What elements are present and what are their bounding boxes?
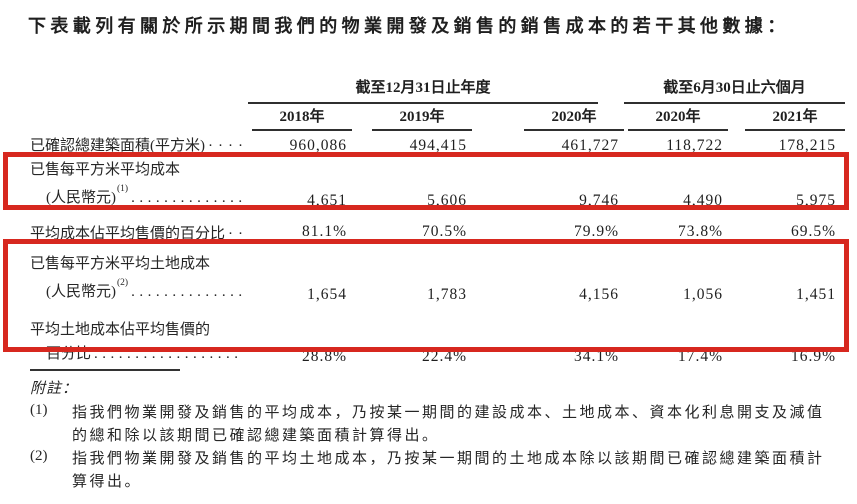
table-cell: 34.1% xyxy=(573,348,619,365)
column-group-annual: 截至12月31日止年度 xyxy=(248,76,598,104)
footnote-text-line: 的總和除以該期間已確認總建築面積計算得出。 xyxy=(72,428,440,444)
footnote-number: (2) xyxy=(30,448,48,464)
dot-leader: .............. xyxy=(131,190,247,206)
row-label-line1: 已售每平方米平均成本 xyxy=(30,162,181,178)
table-cell: 461,727 xyxy=(561,137,619,154)
table-cell: 1,056 xyxy=(683,286,723,303)
row-label-line2: (人民幣元) xyxy=(46,190,116,206)
table-cell: 70.5% xyxy=(421,223,467,240)
table-cell: 494,415 xyxy=(409,137,467,154)
table-cell: 9,746 xyxy=(579,192,619,209)
footnote-ref-2: (2) xyxy=(117,278,129,288)
table-cell: 22.4% xyxy=(421,348,467,365)
dot-leader: ···· xyxy=(208,138,248,154)
table-cell: 73.8% xyxy=(677,223,723,240)
table-cell: 1,451 xyxy=(796,286,837,303)
footnote-separator-line xyxy=(30,369,180,371)
table-cell: 1,654 xyxy=(307,286,347,303)
column-group-half-year: 截至6月30日止六個月 xyxy=(624,76,846,104)
footnote-text-line: 算得出。 xyxy=(72,474,143,490)
footnote-1: (1) 指我們物業開發及銷售的平均成本，乃按某一期間的建設成本、土地成本、資本化… xyxy=(30,402,825,448)
table-cell: 5,975 xyxy=(796,192,837,209)
row-label-line2: (人民幣元) xyxy=(46,284,116,300)
table-row-avg-cost-pct-of-asp: 平均成本佔平均售價的百分比 ·· 81.1% 70.5% 79.9% 73.8% … xyxy=(28,215,845,249)
table-cell: 28.8% xyxy=(301,348,347,365)
table-group-header-row: 截至12月31日止年度 截至6月30日止六個月 xyxy=(28,70,846,104)
footnote-text-line: 指我們物業開發及銷售的平均土地成本，乃按某一期間的土地成本除以該期間已確認總建築… xyxy=(72,451,825,467)
column-header-2019: 2019年 xyxy=(372,105,472,131)
footnote-ref-1: (1) xyxy=(117,184,129,194)
costs-table: 截至12月31日止年度 截至6月30日止六個月 2018年 2019年 2020… xyxy=(28,70,846,373)
table-cell: 81.1% xyxy=(301,223,347,240)
table-cell: 178,215 xyxy=(778,137,837,154)
table-cell: 4,490 xyxy=(683,192,723,209)
table-row-avg-land-cost-per-sqm: 已售每平方米平均土地成本 (人民幣元)(2).............. 1,6… xyxy=(28,249,845,311)
column-header-2018: 2018年 xyxy=(252,105,352,131)
table-row-recognized-gfa: 已確認總建築面積(平方米) ···· 960,086 494,415 461,72… xyxy=(28,131,845,157)
table-cell: 69.5% xyxy=(790,223,837,240)
dot-leader: .............. xyxy=(131,284,247,300)
table-cell: 4,651 xyxy=(307,192,347,209)
table-cell: 118,722 xyxy=(666,137,723,154)
highlight-box-land-cost xyxy=(3,239,849,352)
document-title: 下表載列有關於所示期間我們的物業開發及銷售的銷售成本的若干其他數據： xyxy=(28,16,790,36)
column-header-2021-interim: 2021年 xyxy=(745,105,846,131)
footnote-2: (2) 指我們物業開發及銷售的平均土地成本，乃按某一期間的土地成本除以該期間已確… xyxy=(30,448,825,494)
costs-table-wrap: 截至12月31日止年度 截至6月30日止六個月 2018年 2019年 2020… xyxy=(28,70,846,373)
table-cell: 5,606 xyxy=(427,192,467,209)
dot-leader: ·· xyxy=(228,225,249,242)
table-cell: 79.9% xyxy=(573,223,619,240)
highlight-box-avg-cost xyxy=(3,152,849,210)
row-label-line1: 平均土地成本佔平均售價的 xyxy=(30,322,211,338)
row-label: 已確認總建築面積(平方米) xyxy=(30,138,205,154)
column-header-2020: 2020年 xyxy=(524,105,624,131)
table-cell: 16.9% xyxy=(790,348,837,365)
table-cell: 17.4% xyxy=(677,348,723,365)
table-cell: 960,086 xyxy=(289,137,347,154)
column-header-2020-interim: 2020年 xyxy=(628,105,728,131)
table-cell: 4,156 xyxy=(579,286,619,303)
table-year-header-row: 2018年 2019年 2020年 2020年 2021年 xyxy=(28,104,846,131)
table-row-avg-cost-per-sqm: 已售每平方米平均成本 (人民幣元)(1).............. 4,651… xyxy=(28,157,845,215)
row-label: 平均成本佔平均售價的百分比 xyxy=(30,225,226,242)
footnote-number: (1) xyxy=(30,402,48,418)
footnote-text-line: 指我們物業開發及銷售的平均成本，乃按某一期間的建設成本、土地成本、資本化利息開支… xyxy=(72,405,825,421)
footnotes-heading: 附註： xyxy=(30,381,79,397)
row-label-line1: 已售每平方米平均土地成本 xyxy=(30,256,211,272)
table-cell: 1,783 xyxy=(427,286,467,303)
